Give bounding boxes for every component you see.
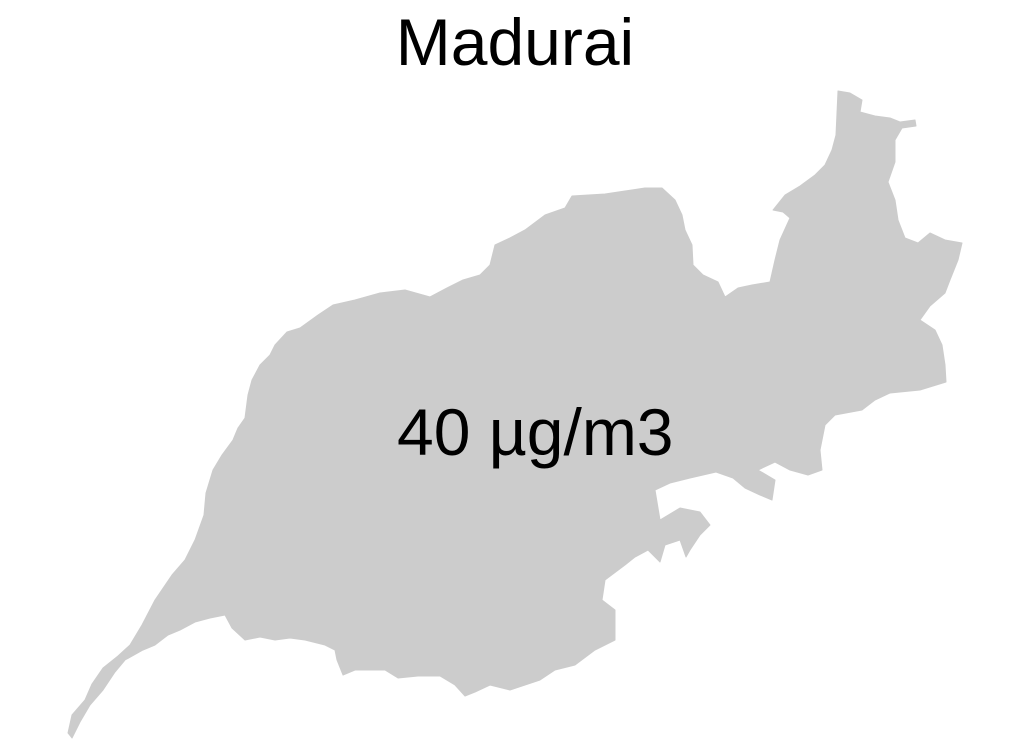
map-title: Madurai xyxy=(395,5,635,79)
pollution-value-label: 40 µg/m3 xyxy=(397,395,674,469)
madurai-district-region xyxy=(67,90,963,739)
